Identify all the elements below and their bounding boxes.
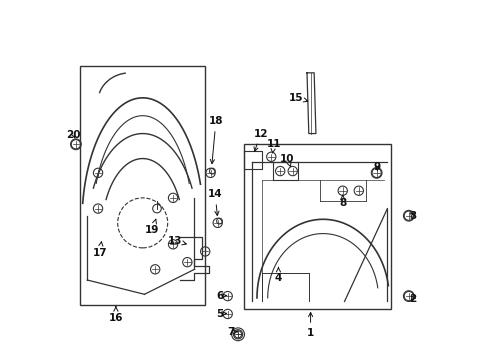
- Text: 9: 9: [373, 162, 380, 172]
- Text: 11: 11: [266, 139, 281, 153]
- Text: 4: 4: [274, 267, 282, 283]
- Text: 12: 12: [253, 129, 267, 151]
- Text: 8: 8: [338, 195, 346, 208]
- Text: 13: 13: [167, 236, 186, 246]
- Text: 6: 6: [216, 291, 226, 301]
- Text: 2: 2: [408, 294, 416, 304]
- Text: 5: 5: [216, 309, 226, 319]
- Text: 14: 14: [207, 189, 222, 215]
- FancyBboxPatch shape: [80, 66, 205, 305]
- Text: 16: 16: [108, 307, 123, 323]
- Text: 18: 18: [208, 116, 223, 164]
- Text: 20: 20: [66, 130, 81, 140]
- Text: 19: 19: [145, 219, 159, 235]
- FancyBboxPatch shape: [244, 144, 390, 309]
- Text: 15: 15: [288, 93, 307, 103]
- Text: 10: 10: [280, 154, 294, 167]
- Text: 3: 3: [408, 211, 416, 221]
- Text: 7: 7: [227, 327, 237, 337]
- Text: 17: 17: [92, 242, 107, 258]
- Text: 1: 1: [306, 312, 314, 338]
